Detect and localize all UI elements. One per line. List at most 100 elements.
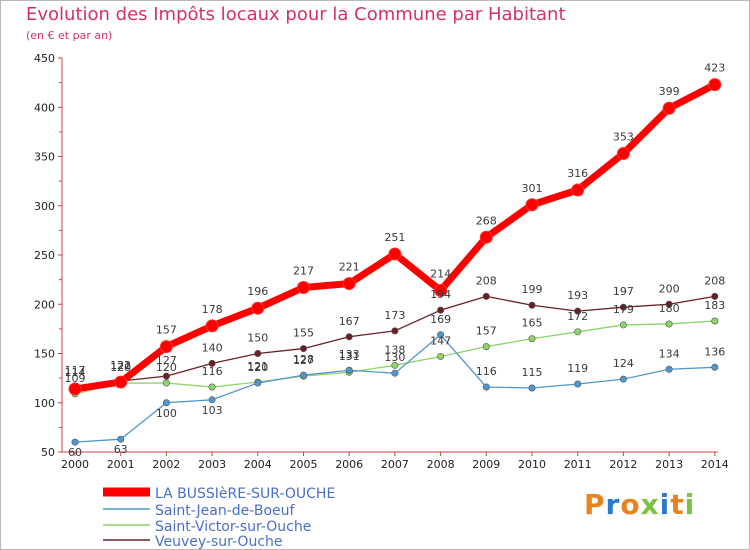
data-label: 120 — [110, 361, 131, 374]
y-tick-label: 50 — [41, 446, 55, 459]
data-point — [574, 380, 582, 388]
data-point — [479, 230, 493, 244]
data-point — [299, 345, 307, 353]
data-label: 214 — [430, 267, 451, 280]
y-tick-label: 350 — [34, 151, 55, 164]
data-point — [482, 343, 490, 351]
data-point — [437, 306, 445, 314]
data-point — [68, 382, 82, 396]
data-label: 301 — [522, 182, 543, 195]
data-label: 140 — [202, 341, 223, 354]
legend-label: Veuvey-sur-Ouche — [155, 534, 283, 550]
data-label: 103 — [202, 404, 223, 417]
data-point — [297, 281, 310, 295]
data-label: 119 — [567, 362, 588, 375]
data-point — [528, 335, 536, 343]
data-label: 423 — [704, 62, 725, 75]
data-label: 169 — [430, 313, 451, 326]
data-label: 115 — [522, 366, 543, 379]
data-point — [117, 435, 125, 443]
logo-letter: P — [584, 488, 606, 521]
data-point — [708, 78, 722, 92]
data-label: 114 — [65, 366, 86, 379]
data-label: 120 — [247, 361, 268, 374]
data-label: 183 — [704, 299, 725, 312]
data-label: 130 — [384, 351, 405, 364]
data-point — [391, 369, 399, 377]
data-label: 60 — [68, 446, 82, 459]
data-label: 122 — [110, 359, 131, 372]
data-point — [619, 303, 627, 311]
data-label: 217 — [293, 265, 314, 278]
data-label: 117 — [65, 364, 86, 377]
data-point — [711, 363, 719, 371]
data-point — [205, 319, 219, 333]
data-label: 121 — [110, 359, 131, 372]
data-label: 150 — [247, 332, 268, 345]
data-point — [114, 375, 128, 389]
data-label: 157 — [476, 325, 497, 338]
data-label: 167 — [339, 315, 360, 328]
data-label: 63 — [114, 443, 128, 456]
x-tick-label: 2004 — [244, 458, 272, 471]
data-label: 138 — [384, 343, 405, 356]
data-label: 172 — [567, 310, 588, 323]
x-tick-label: 2001 — [107, 458, 135, 471]
logo-letter: i — [684, 488, 696, 521]
data-point — [162, 399, 170, 407]
data-label: 127 — [156, 354, 177, 367]
logo-letter: o — [620, 488, 641, 521]
data-label: 116 — [202, 365, 223, 378]
data-label: 100 — [156, 407, 177, 420]
data-point — [574, 307, 582, 315]
data-point — [162, 379, 170, 387]
legend-label: Saint-Jean-de-Boeuf — [155, 503, 296, 519]
data-point — [162, 372, 170, 380]
data-point — [345, 333, 353, 341]
data-point — [525, 198, 539, 212]
y-tick-label: 150 — [34, 348, 55, 361]
data-label: 180 — [659, 302, 680, 315]
data-label: 179 — [613, 303, 634, 316]
data-point — [619, 321, 627, 329]
data-label: 196 — [247, 285, 268, 298]
data-point — [437, 352, 445, 360]
x-tick-label: 2003 — [198, 458, 226, 471]
data-label: 399 — [659, 85, 680, 98]
data-label: 221 — [339, 261, 360, 274]
data-label: 155 — [293, 327, 314, 340]
data-point — [437, 331, 445, 339]
logo-letter: i — [659, 488, 671, 521]
data-label: 136 — [704, 345, 725, 358]
data-label: 147 — [430, 334, 451, 347]
x-tick-label: 2008 — [427, 458, 455, 471]
data-label: 134 — [659, 347, 680, 360]
logo-letter: t — [670, 488, 685, 521]
data-point — [391, 361, 399, 369]
x-tick-label: 2010 — [518, 458, 546, 471]
data-point — [665, 365, 673, 373]
data-point — [71, 438, 79, 446]
proxiti-logo: Proxiti — [584, 488, 695, 521]
y-tick-label: 250 — [34, 249, 55, 262]
x-tick-label: 2007 — [381, 458, 409, 471]
data-point — [528, 301, 536, 309]
data-label: 157 — [156, 324, 177, 337]
y-tick-label: 400 — [34, 101, 55, 114]
x-tick-label: 2011 — [564, 458, 592, 471]
x-tick-label: 2014 — [701, 458, 729, 471]
x-tick-label: 2012 — [609, 458, 637, 471]
data-label: 316 — [567, 167, 588, 180]
data-point — [665, 320, 673, 328]
data-point — [251, 301, 265, 315]
data-label: 116 — [476, 365, 497, 378]
data-point — [299, 371, 307, 379]
data-point — [208, 396, 216, 404]
data-label: 124 — [613, 357, 634, 370]
data-point — [208, 359, 216, 367]
data-point — [662, 101, 676, 115]
data-point — [345, 366, 353, 374]
data-point — [254, 379, 262, 387]
x-tick-label: 2006 — [335, 458, 363, 471]
